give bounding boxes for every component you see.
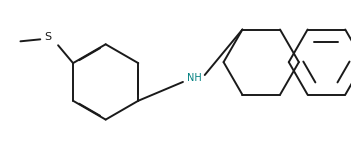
Text: NH: NH <box>187 73 202 83</box>
Text: S: S <box>44 32 52 42</box>
